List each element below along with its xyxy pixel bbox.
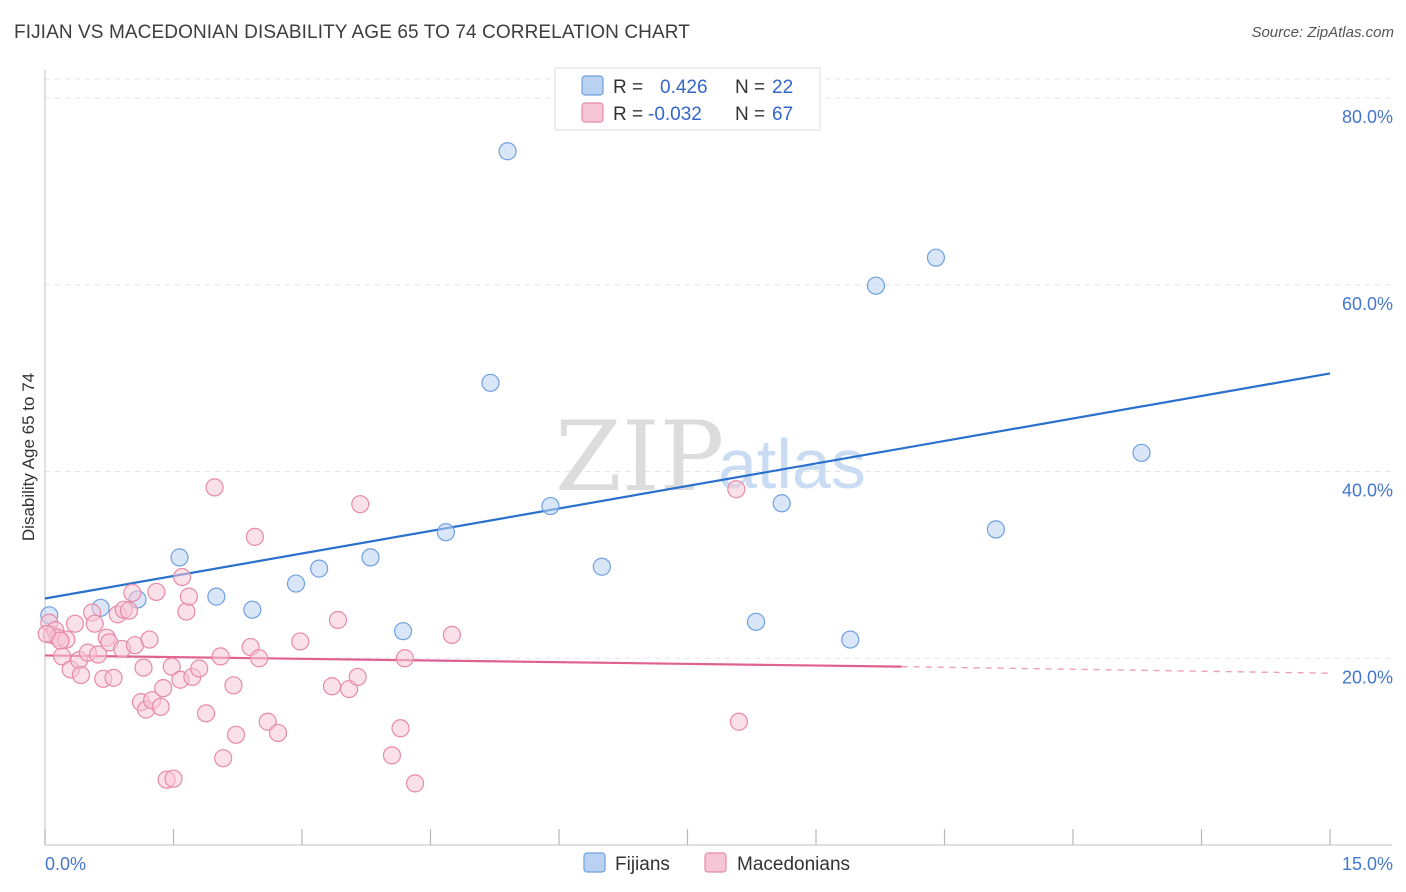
point-fijians-15: [746, 612, 766, 631]
point-macedonians-56: [351, 495, 370, 514]
point-fijians-11: [481, 373, 500, 392]
point-macedonians-61: [405, 774, 425, 793]
legend-r-value-macedonians: -0.032: [648, 104, 702, 125]
point-macedonians-44: [214, 749, 233, 768]
point-macedonians-29: [147, 582, 166, 602]
legend-bottom-swatch-macedonians: [704, 852, 727, 873]
point-macedonians-38: [179, 587, 199, 606]
point-macedonians-49: [250, 649, 269, 668]
point-macedonians-51: [268, 723, 288, 743]
legend-bottom-swatch-fijians: [583, 852, 606, 873]
point-macedonians-34: [164, 769, 183, 788]
point-fijians-18: [866, 276, 886, 295]
point-macedonians-41: [196, 704, 216, 723]
point-fijians-14: [592, 557, 611, 576]
watermark-zip: ZIP: [555, 401, 724, 513]
legend-n-label-fijians: N =: [735, 77, 765, 98]
legend-swatch-macedonians: [581, 102, 604, 123]
point-macedonians-31: [154, 679, 173, 698]
point-macedonians-33: [162, 657, 181, 676]
watermark: ZIP atlas: [555, 401, 866, 513]
point-fijians-3: [170, 548, 189, 567]
point-fijians-13: [541, 496, 560, 516]
legend-bottom-label-fijians: Fijians: [615, 854, 670, 875]
point-macedonians-12: [85, 614, 104, 633]
legend-r-label-macedonians: R =: [613, 104, 643, 125]
y-axis-label: Disability Age 65 to 74: [19, 373, 38, 541]
legend-bottom-label-macedonians: Macedonians: [737, 854, 850, 875]
point-fijians-21: [1132, 443, 1151, 462]
point-fijians-16: [772, 494, 791, 513]
point-fijians-6: [286, 574, 306, 593]
point-macedonians-62: [442, 625, 462, 645]
point-macedonians-43: [211, 647, 230, 666]
point-fijians-12: [498, 142, 517, 161]
point-macedonians-57: [348, 667, 367, 687]
point-macedonians-63: [727, 480, 746, 499]
legend-r-label-fijians: R =: [613, 77, 643, 98]
x-tick-label-max: 15.0%: [1342, 854, 1393, 874]
legend-n-value-fijians: 22: [772, 77, 793, 98]
axes: 20.0% 40.0% 60.0% 80.0% 0.0% 15.0%: [44, 70, 1393, 874]
trend-line-dashed-macedonians: [901, 665, 1331, 674]
legend-n-value-macedonians: 67: [772, 104, 793, 125]
point-macedonians-52: [291, 632, 310, 651]
chart-source: Source: ZipAtlas.com: [1251, 24, 1394, 41]
point-fijians-8: [361, 548, 380, 567]
point-macedonians-50: [258, 712, 277, 731]
point-macedonians-27: [140, 630, 159, 649]
point-macedonians-58: [382, 746, 402, 765]
point-macedonians-25: [134, 658, 153, 677]
point-macedonians-13: [89, 645, 108, 664]
point-macedonians-7: [65, 614, 85, 633]
trend-line-macedonians: [44, 654, 902, 668]
legend-series: Fijians Macedonians: [583, 852, 850, 875]
point-fijians-10: [436, 523, 456, 542]
point-macedonians-30: [151, 697, 170, 716]
point-macedonians-40: [190, 659, 209, 678]
point-macedonians-42: [205, 478, 224, 497]
point-fijians-17: [841, 630, 860, 649]
point-macedonians-54: [328, 610, 348, 630]
trend-lines: [44, 372, 1331, 674]
point-macedonians-36: [172, 567, 192, 587]
point-macedonians-48: [245, 527, 264, 546]
point-macedonians-66: [51, 631, 70, 650]
y-tick-label-60: 60.0%: [1342, 294, 1393, 314]
point-macedonians-37: [177, 602, 196, 621]
point-fijians-19: [926, 248, 946, 267]
y-tick-label-20: 20.0%: [1342, 667, 1393, 687]
trend-line-fijians: [44, 372, 1331, 600]
point-macedonians-53: [322, 677, 342, 696]
y-tick-label-80: 80.0%: [1342, 107, 1393, 127]
point-macedonians-22: [123, 583, 142, 602]
point-macedonians-21: [119, 601, 139, 620]
legend-n-label-macedonians: N =: [735, 104, 765, 125]
point-fijians-20: [986, 520, 1006, 539]
gridlines: [45, 78, 1392, 659]
point-macedonians-59: [391, 719, 410, 738]
point-macedonians-46: [226, 725, 246, 744]
legend-r-value-fijians: 0.426: [660, 77, 708, 98]
point-macedonians-9: [71, 665, 91, 685]
data-points: [37, 142, 1151, 793]
point-fijians-9: [393, 622, 413, 641]
legend-stats: R = 0.426 N = 22 R = -0.032 N = 67: [554, 67, 821, 131]
x-tick-label-min: 0.0%: [45, 854, 86, 874]
legend-swatch-fijians: [581, 75, 604, 96]
point-macedonians-64: [729, 712, 749, 731]
point-macedonians-60: [395, 649, 414, 668]
chart-title: FIJIAN VS MACEDONIAN DISABILITY AGE 65 T…: [14, 22, 690, 43]
point-fijians-4: [207, 587, 226, 606]
point-macedonians-45: [224, 676, 243, 695]
point-fijians-5: [243, 600, 262, 619]
point-macedonians-17: [104, 668, 123, 687]
y-tick-label-40: 40.0%: [1342, 481, 1393, 501]
point-fijians-7: [310, 559, 329, 578]
